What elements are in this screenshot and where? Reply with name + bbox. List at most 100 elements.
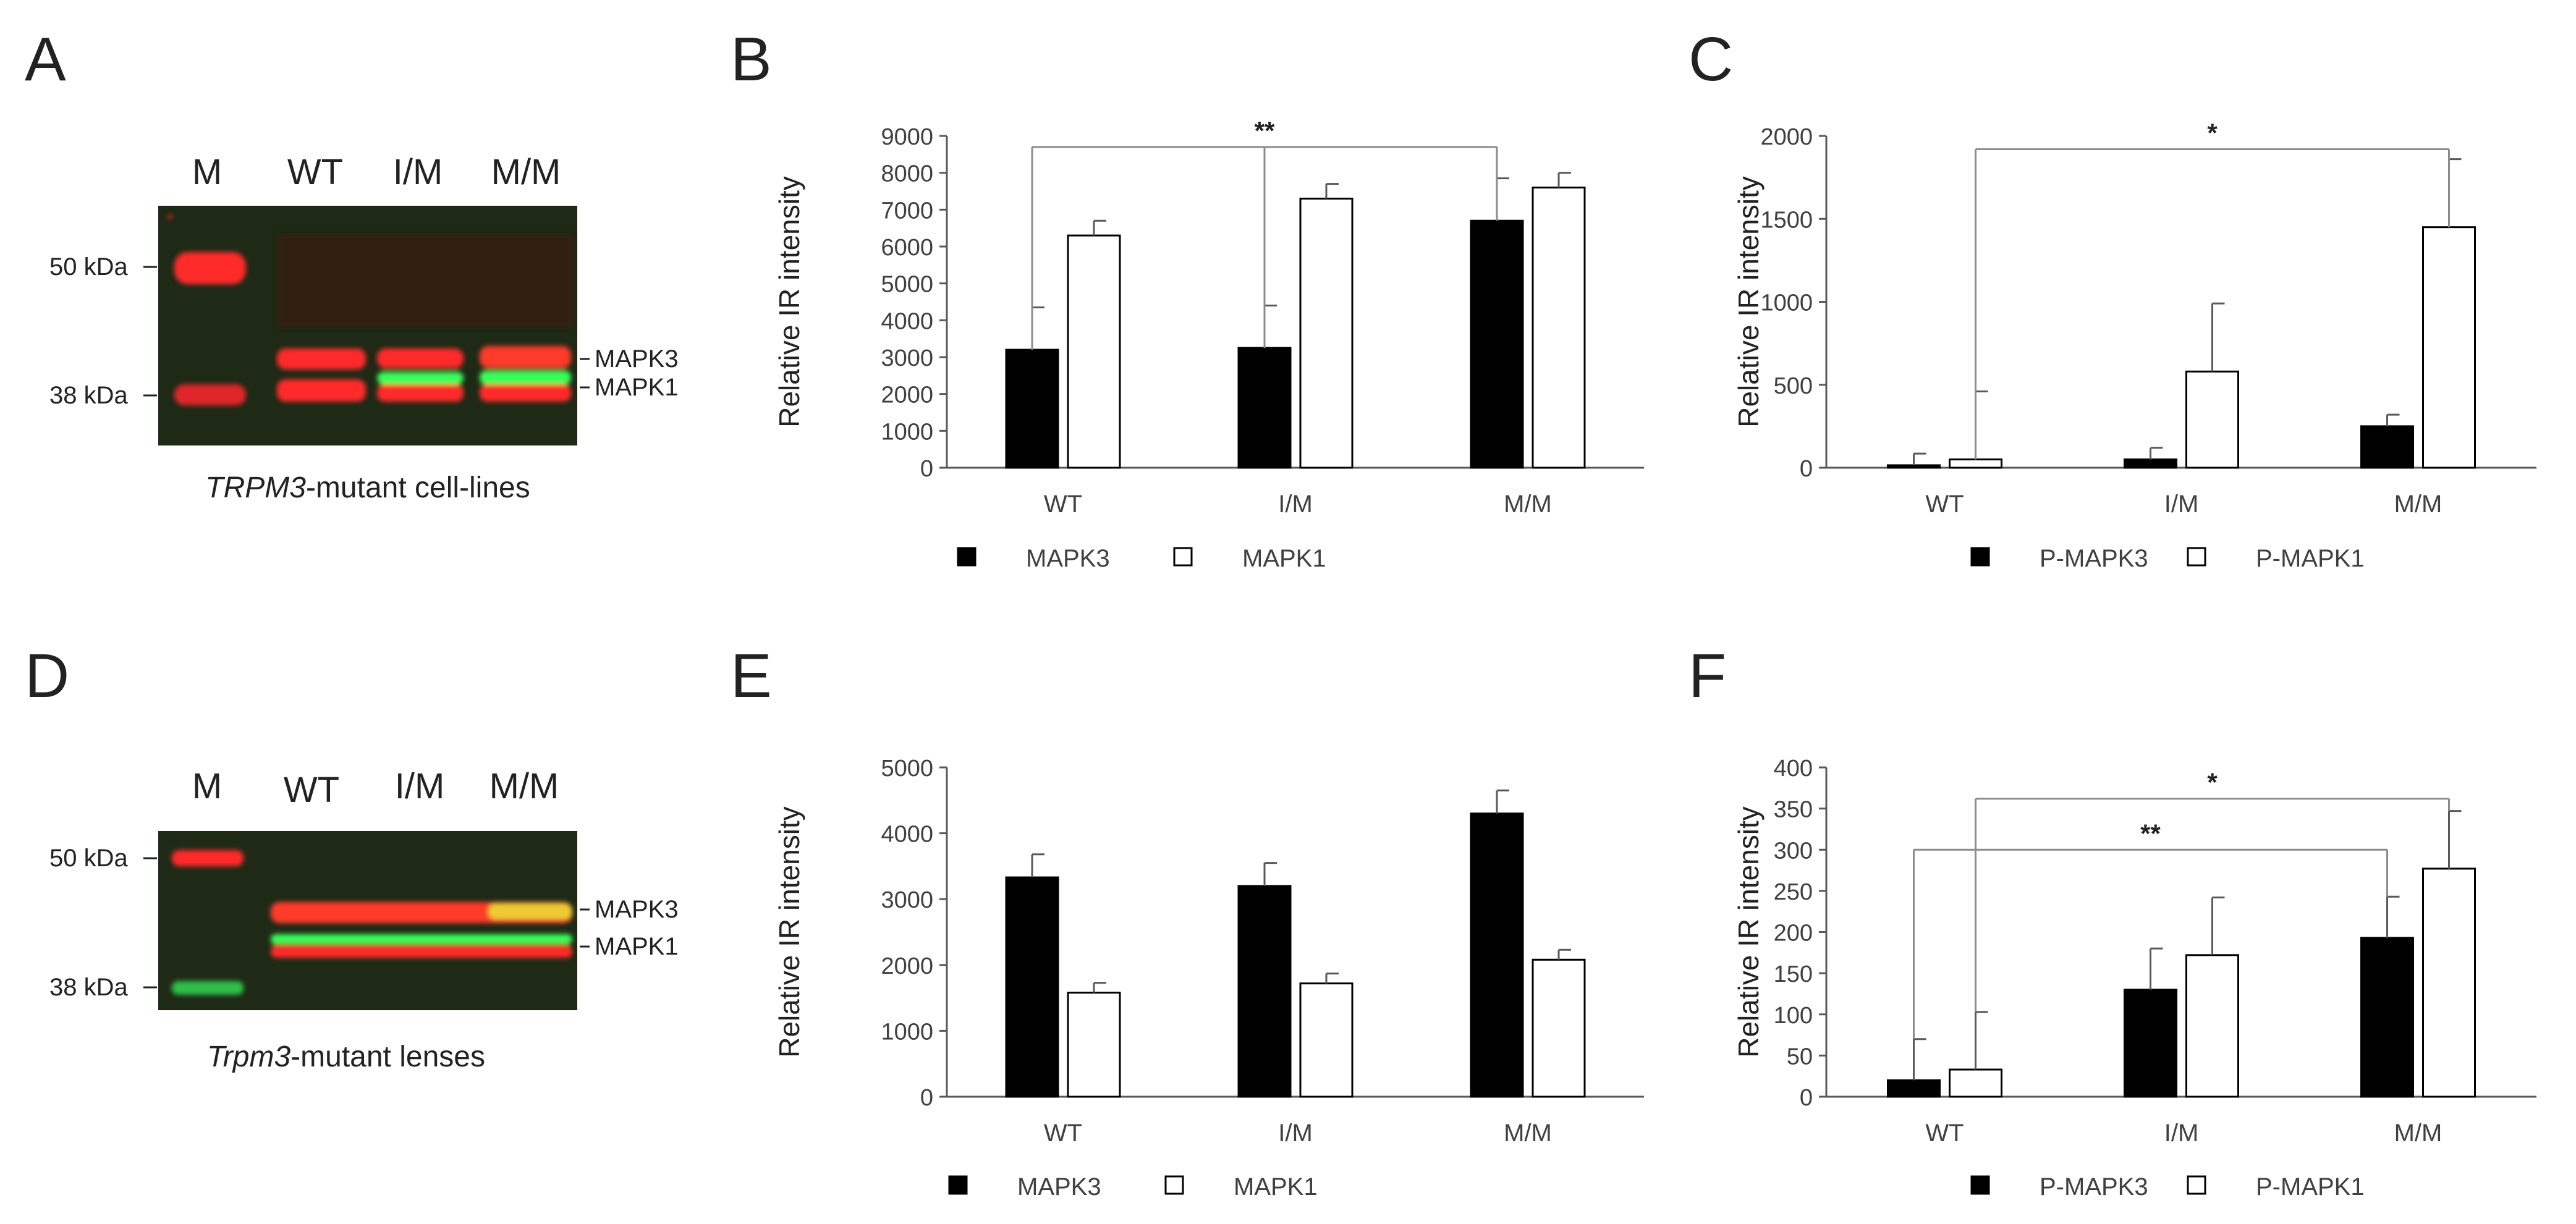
y-axis-label: Relative IR intensity <box>773 176 805 428</box>
caption-gene: TRPM3 <box>205 471 306 504</box>
lane-label: I/M <box>393 152 443 192</box>
marker-band-50 <box>174 252 246 284</box>
lane-label: M/M <box>491 152 561 192</box>
mapk1-band <box>271 945 572 958</box>
panel-d: D M WT I/M M/M 50 kDa 38 kDa MAPK3 MAPK1… <box>25 641 679 1073</box>
legend-label: MAPK3 <box>1026 545 1110 572</box>
mapk3-band <box>480 346 571 368</box>
mapk1-band <box>480 384 571 402</box>
legend-label: MAPK1 <box>1234 1173 1318 1201</box>
marker-label: 50 kDa <box>49 253 128 281</box>
lane-label: M/M <box>489 766 559 806</box>
y-tick-label: 4000 <box>881 308 933 334</box>
blot-caption: Trpm3-mutant lenses <box>207 1040 485 1073</box>
bar-p-mapk1-wt <box>1949 1068 2002 1098</box>
marker-label: 38 kDa <box>49 974 128 1001</box>
bar-mapk1-mm <box>1532 187 1586 469</box>
x-tick-label: WT <box>1044 491 1082 518</box>
caption-rest: -mutant cell-lines <box>306 471 530 504</box>
panel-letter-d: D <box>25 641 69 711</box>
y-tick-label: 0 <box>1800 456 1813 482</box>
legend-swatch <box>1970 1175 1990 1195</box>
band-label-mapk1: MAPK1 <box>595 374 679 401</box>
legend-swatch <box>1164 1175 1184 1195</box>
y-tick-label: 0 <box>1800 1085 1813 1111</box>
y-tick-label: 9000 <box>881 124 933 150</box>
bar-p-mapk3-mm <box>2360 937 2414 1098</box>
y-tick-label: 300 <box>1774 838 1813 864</box>
legend-label: P-MAPK3 <box>2040 1173 2148 1201</box>
dot <box>168 215 172 219</box>
x-tick-label: M/M <box>1504 491 1552 518</box>
legend-swatch <box>1970 547 1990 567</box>
y-tick-label: 2000 <box>881 953 933 979</box>
y-tick-label: 1500 <box>1760 207 1813 233</box>
band-label-mapk3: MAPK3 <box>595 345 679 373</box>
significance-label: * <box>2207 768 2218 797</box>
panel-a: A M WT I/M M/M 50 kDa 38 kDa <box>25 25 679 504</box>
y-tick-label: 0 <box>920 1085 933 1111</box>
y-tick-label: 1000 <box>881 1019 933 1045</box>
legend-label: MAPK1 <box>1242 545 1326 572</box>
caption-gene: Trpm3 <box>207 1040 290 1073</box>
y-tick-label: 400 <box>1774 756 1813 782</box>
lane-label: I/M <box>395 766 445 806</box>
bar-mapk3-im <box>1237 885 1292 1098</box>
y-tick-label: 7000 <box>881 198 933 224</box>
significance-label: ** <box>1255 116 1275 145</box>
bar-mapk3-wt <box>1005 876 1059 1098</box>
panel-letter-e: E <box>731 641 772 711</box>
background-smear <box>277 235 574 327</box>
band-label-mapk1: MAPK1 <box>595 933 679 960</box>
marker-band-50 <box>172 850 244 866</box>
panel-letter-a: A <box>25 25 66 94</box>
blot-caption: TRPM3-mutant cell-lines <box>205 471 530 504</box>
bar-p-mapk1-mm <box>2422 867 2476 1098</box>
mapk1-band <box>377 384 464 402</box>
y-tick-label: 0 <box>920 456 933 482</box>
significance-label: * <box>2207 118 2218 147</box>
marker-label: 38 kDa <box>49 382 128 409</box>
legend-swatch <box>957 547 977 567</box>
panel-letter-b: B <box>731 25 772 94</box>
x-tick-label: I/M <box>1278 491 1313 518</box>
bar-p-mapk1-im <box>2185 370 2239 469</box>
bar-p-mapk1-wt <box>1949 458 2002 469</box>
x-tick-label: M/M <box>2394 1120 2443 1147</box>
bar-p-mapk3-im <box>2124 458 2177 469</box>
y-tick-label: 8000 <box>881 161 933 187</box>
y-tick-label: 4000 <box>881 822 933 848</box>
legend-label: P-MAPK1 <box>2256 545 2365 572</box>
bar-mapk3-im <box>1237 347 1292 469</box>
legend-swatch <box>2187 1175 2206 1195</box>
bar-mapk1-wt <box>1067 992 1121 1098</box>
lane-label: M <box>192 766 222 806</box>
bar-mapk3-mm <box>1470 812 1524 1098</box>
mapk1-band <box>277 379 366 402</box>
y-axis-label: Relative IR intensity <box>773 806 805 1058</box>
y-tick-label: 1000 <box>881 419 933 445</box>
band-label-mapk3: MAPK3 <box>595 896 679 923</box>
legend-label: P-MAPK3 <box>2040 545 2148 572</box>
marker-label: 50 kDa <box>49 845 128 872</box>
legend-swatch <box>1173 547 1193 567</box>
bar-mapk1-im <box>1299 197 1354 469</box>
legend-label: P-MAPK1 <box>2256 1173 2365 1201</box>
legend-swatch <box>2187 547 2206 567</box>
y-tick-label: 3000 <box>881 345 933 371</box>
y-tick-label: 5000 <box>881 756 933 782</box>
y-tick-label: 500 <box>1774 373 1813 399</box>
x-tick-label: WT <box>1044 1120 1082 1147</box>
chart-f: 0 50 100 150 200 250 300 350 400 Relative IR inte… <box>1732 756 2536 1201</box>
significance-label: ** <box>2140 819 2161 848</box>
bar-p-mapk1-im <box>2185 954 2239 1098</box>
bar-p-mapk3-wt <box>1887 1079 1941 1098</box>
y-tick-label: 250 <box>1774 879 1813 905</box>
y-axis-label: Relative IR intensity <box>1732 806 1765 1058</box>
panel-letter-f: F <box>1688 641 1726 711</box>
mapk1-green-band <box>377 372 464 384</box>
marker-band-38 <box>174 384 246 405</box>
panel-letter-c: C <box>1688 25 1733 94</box>
x-tick-label: WT <box>1925 491 1964 518</box>
